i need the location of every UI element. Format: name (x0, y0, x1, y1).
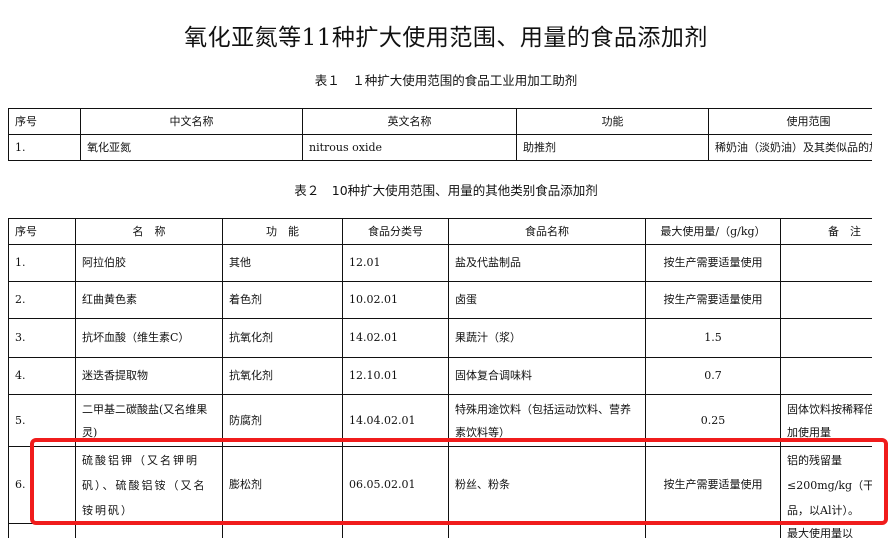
header-cell: 功能 (517, 109, 709, 135)
header-cell: 名 称 (76, 219, 223, 245)
cell: 按生产需要适量使用 (646, 282, 781, 319)
header-cell: 食品名称 (449, 219, 646, 245)
header-cell: 序号 (9, 109, 81, 135)
cell: 1. (9, 135, 81, 161)
cell (9, 524, 76, 538)
cell: 14.02.01 (343, 319, 449, 358)
cell: 红曲黄色素 (76, 282, 223, 319)
table2-caption: 表２ 10种扩大使用范围、用量的其他类别食品添加剂 (0, 180, 892, 199)
cell: 12.01 (343, 245, 449, 282)
cell (223, 524, 343, 538)
cell: 固体复合调味料 (449, 358, 646, 395)
header-cell: 英文名称 (303, 109, 517, 135)
cell: 抗氧化剂 (223, 358, 343, 395)
cell: 盐及代盐制品 (449, 245, 646, 282)
cell: 1. (9, 245, 76, 282)
cell: 4. (9, 358, 76, 395)
cell: 12.10.01 (343, 358, 449, 395)
cell (76, 524, 223, 538)
cell: 着色剂 (223, 282, 343, 319)
header-cell: 中文名称 (81, 109, 303, 135)
cell: 3. (9, 319, 76, 358)
cell (781, 282, 873, 319)
header-cell: 食品分类号 (343, 219, 449, 245)
header-cell: 序号 (9, 219, 76, 245)
table1: 序号 中文名称 英文名称 功能 使用范围 1. 氧化亚氮 nitrous oxi… (8, 108, 872, 161)
cell: 10.02.01 (343, 282, 449, 319)
header-cell: 功 能 (223, 219, 343, 245)
cell: 其他 (223, 245, 343, 282)
cell (343, 524, 449, 538)
table1-caption: 表１ １种扩大使用范围的食品工业用加工助剂 (0, 70, 892, 89)
cell: 果蔬汁（浆） (449, 319, 646, 358)
cell: 最大使用量以 (781, 524, 873, 538)
table-row: 最大使用量以 (9, 524, 873, 538)
cell: 氧化亚氮 (81, 135, 303, 161)
highlight-box (30, 438, 888, 525)
cell: 卤蛋 (449, 282, 646, 319)
cell: 2. (9, 282, 76, 319)
table-row: 1. 氧化亚氮 nitrous oxide 助推剂 稀奶油（淡奶油）及其类似品的… (9, 135, 873, 161)
table2-header-row: 序号 名 称 功 能 食品分类号 食品名称 最大使用量/（g/kg） 备 注 (9, 219, 873, 245)
cell (781, 245, 873, 282)
page-title: 氧化亚氮等11种扩大使用范围、用量的食品添加剂 (0, 18, 892, 52)
cell: nitrous oxide (303, 135, 517, 161)
header-cell: 最大使用量/（g/kg） (646, 219, 781, 245)
cell: 迷迭香提取物 (76, 358, 223, 395)
table1-header-row: 序号 中文名称 英文名称 功能 使用范围 (9, 109, 873, 135)
header-cell: 使用范围 (709, 109, 873, 135)
cell (449, 524, 646, 538)
cell: 阿拉伯胶 (76, 245, 223, 282)
cell: 助推剂 (517, 135, 709, 161)
cell: 抗氧化剂 (223, 319, 343, 358)
cell (646, 524, 781, 538)
cell: 抗坏血酸（维生素C） (76, 319, 223, 358)
cell: 1.5 (646, 319, 781, 358)
cell (781, 358, 873, 395)
cell: 稀奶油（淡奶油）及其类似品的加 (709, 135, 873, 161)
header-cell: 备 注 (781, 219, 873, 245)
cell: 0.7 (646, 358, 781, 395)
cell (781, 319, 873, 358)
cell: 按生产需要适量使用 (646, 245, 781, 282)
